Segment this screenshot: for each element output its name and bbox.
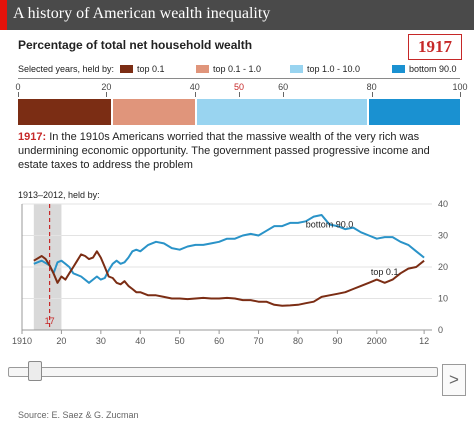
legend-label-top-0-1: top 0.1	[137, 64, 165, 74]
x-tick-label: 1910	[12, 336, 32, 346]
share-scale-tick-40: 40	[189, 82, 200, 92]
y-tick-label: 20	[438, 262, 448, 272]
series-line-top-0-1	[33, 250, 425, 307]
series-label-top-0-1: top 0.1	[371, 267, 399, 277]
share-scale-tick-100: 100	[452, 82, 468, 92]
legend-label-top-0-1-1-0: top 0.1 - 1.0	[213, 64, 262, 74]
x-tick-label: 90	[332, 336, 342, 346]
x-tick-label: 50	[175, 336, 185, 346]
source-note: Source: E. Saez & G. Zucman	[18, 410, 139, 420]
x-tick-label: 30	[96, 336, 106, 346]
line-chart-title: 1913–2012, held by:	[18, 190, 100, 200]
year-slider-track[interactable]	[8, 367, 438, 377]
y-tick-label: 10	[438, 294, 448, 304]
page-title: A history of American wealth inequality	[13, 5, 271, 22]
share-scale-tick-0: 0	[15, 82, 21, 92]
x-tick-label: 70	[254, 336, 264, 346]
legend-swatch-top-1-0-10-0	[290, 65, 303, 73]
share-scale-tick-60: 60	[278, 82, 289, 92]
legend-swatch-bottom-90	[392, 65, 405, 73]
share-scale-tick-mark	[283, 92, 285, 97]
share-segment-top-1-0-10-0	[197, 99, 368, 125]
share-scale-tick-mark	[18, 92, 19, 97]
share-segment-top-0-1-1-0	[113, 99, 195, 125]
legend-label-top-1-0-10-0: top 1.0 - 10.0	[307, 64, 361, 74]
description-year: 1917:	[18, 131, 47, 143]
share-scale-tick-50: 50	[233, 82, 245, 92]
share-scale-tick-mark	[371, 92, 373, 97]
share-scale-tick-20: 20	[101, 82, 112, 92]
selected-year-marker-label: 17	[45, 316, 55, 326]
series-label-bottom-90-0: bottom 90.0	[306, 220, 354, 230]
chart-subtitle: Percentage of total net household wealth	[18, 38, 253, 52]
share-scale-tick-mark	[460, 92, 461, 97]
share-scale-tick-mark	[194, 92, 196, 97]
share-segment-bottom-90-0	[369, 99, 460, 125]
x-tick-label: 40	[135, 336, 145, 346]
x-tick-label: 12	[419, 336, 429, 346]
legend-title: Selected years, held by:	[18, 64, 115, 74]
year-description: 1917: In the 1910s Americans worried tha…	[18, 130, 458, 172]
legend-swatch-top-0-1	[120, 65, 133, 73]
year-slider-handle[interactable]	[28, 361, 43, 381]
description-text: In the 1910s Americans worried that the …	[18, 131, 430, 171]
x-tick-label: 80	[293, 336, 303, 346]
share-scale-tick-mark	[106, 92, 108, 97]
share-scale-line	[18, 78, 460, 79]
legend-label-bottom-90: bottom 90.0	[409, 64, 457, 74]
wealth-line-chart: 0 10 20 30 40 1910 20 30 40 50 60 70 80 90 2000 12 botto…	[12, 199, 448, 346]
y-tick-label: 40	[438, 199, 448, 209]
y-tick-label: 0	[438, 325, 443, 335]
legend-swatch-top-0-1-1-0	[196, 65, 209, 73]
share-scale-tick-mark	[239, 92, 240, 97]
series-line-bottom-90-0	[33, 214, 425, 284]
header-accent	[0, 0, 7, 30]
x-tick-label: 2000	[367, 336, 387, 346]
selected-year-badge: 1917	[408, 34, 462, 60]
x-tick-label: 20	[56, 336, 66, 346]
header-bar: A history of American wealth inequality	[0, 0, 474, 30]
share-segment-top-0-1	[18, 99, 112, 125]
next-year-button[interactable]: >	[442, 364, 466, 396]
y-tick-label: 30	[438, 231, 448, 241]
x-tick-label: 60	[214, 336, 224, 346]
share-scale-tick-80: 80	[366, 82, 377, 92]
